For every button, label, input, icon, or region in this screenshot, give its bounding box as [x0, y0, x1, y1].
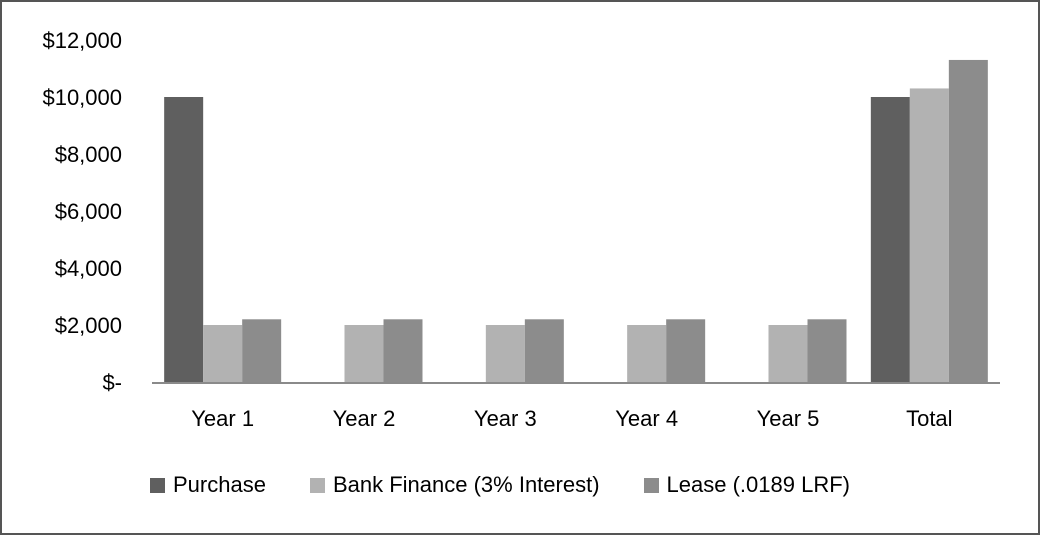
legend-swatch-lease: [643, 477, 659, 493]
x-tick-label: Year 5: [757, 406, 820, 431]
x-tick-label: Year 2: [333, 406, 396, 431]
chart-legend: Purchase Bank Finance (3% Interest) Leas…: [150, 470, 850, 500]
bar: [870, 97, 910, 382]
legend-label-bank-finance: Bank Finance (3% Interest): [332, 472, 600, 497]
legend-swatch-purchase: [150, 477, 165, 493]
bar: [666, 319, 706, 382]
x-tick-label: Year 4: [615, 406, 678, 431]
bar: [242, 319, 282, 382]
bar-group: [164, 59, 988, 382]
x-tick-label: Total: [906, 406, 952, 431]
bar: [909, 88, 949, 382]
bar: [485, 325, 525, 382]
bar: [203, 325, 243, 382]
legend-item-purchase: Purchase: [150, 472, 266, 498]
legend-label-purchase: Purchase: [173, 472, 266, 497]
legend-item-lease: Lease (.0189 LRF): [643, 472, 850, 498]
y-tick-label: $4,000: [55, 256, 122, 281]
bar: [344, 325, 384, 382]
bar: [948, 59, 988, 382]
bar: [807, 319, 847, 382]
y-tick-label: $12,000: [42, 28, 122, 53]
y-axis-ticks: $- $2,000 $4,000 $6,000 $8,000 $10,000 $12,000: [42, 28, 122, 395]
legend-label-lease: Lease (.0189 LRF): [666, 472, 850, 497]
bar: [768, 325, 808, 382]
x-tick-label: Year 3: [474, 406, 537, 431]
bar: [524, 319, 564, 382]
bar: [383, 319, 423, 382]
bar: [164, 97, 204, 382]
legend-item-bank-finance: Bank Finance (3% Interest): [309, 472, 600, 498]
legend-swatch-bank-finance: [309, 477, 325, 493]
x-axis-ticks: Year 1 Year 2 Year 3 Year 4 Year 5 Total: [191, 406, 952, 431]
y-tick-label: $10,000: [42, 85, 122, 110]
y-tick-label: $-: [102, 370, 122, 395]
y-tick-label: $2,000: [55, 313, 122, 338]
x-tick-label: Year 1: [191, 406, 254, 431]
y-tick-label: $8,000: [55, 142, 122, 167]
y-tick-label: $6,000: [55, 199, 122, 224]
bar: [627, 325, 667, 382]
